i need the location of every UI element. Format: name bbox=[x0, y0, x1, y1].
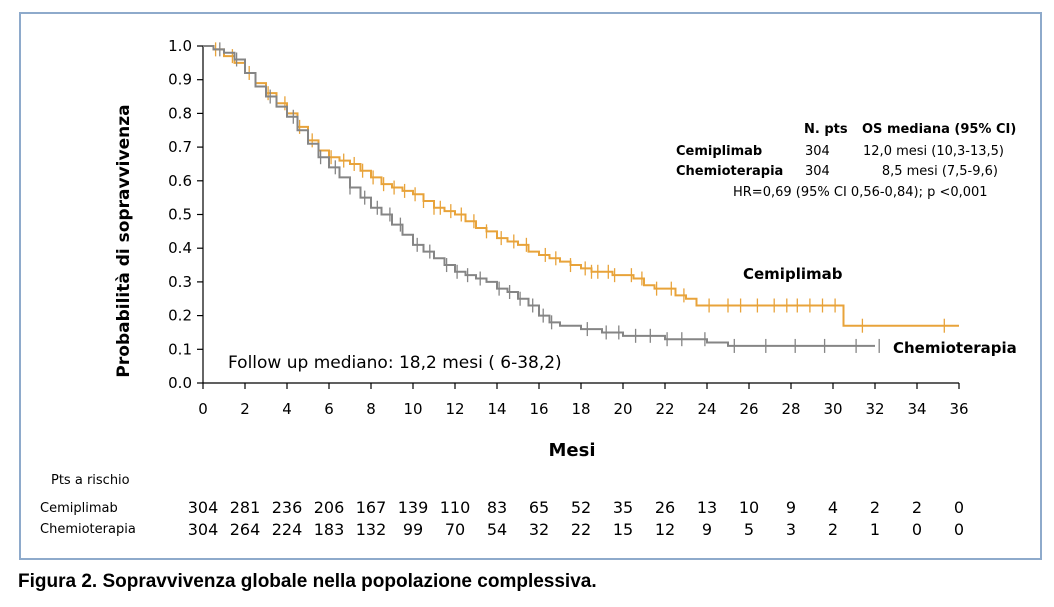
risk-value: 22 bbox=[571, 520, 591, 539]
risk-value: 304 bbox=[188, 498, 219, 517]
risk-value: 281 bbox=[230, 498, 261, 517]
risk-value: 206 bbox=[314, 498, 345, 517]
risk-value: 2 bbox=[828, 520, 838, 539]
risk-value: 9 bbox=[786, 498, 796, 517]
end-label-cemiplimab: Cemiplimab bbox=[743, 265, 843, 283]
risk-value: 35 bbox=[613, 498, 633, 517]
risk-value: 224 bbox=[272, 520, 303, 539]
risk-value: 5 bbox=[744, 520, 754, 539]
x-tick-label: 28 bbox=[781, 400, 800, 418]
risk-value: 54 bbox=[487, 520, 507, 539]
risk-value: 110 bbox=[440, 498, 471, 517]
y-tick-label: 0.2 bbox=[168, 307, 192, 325]
y-tick-label: 0.9 bbox=[168, 71, 192, 89]
y-tick-group: 0.0 0.1 0.2 0.3 0.4 0.5 0.6 0.7 0.8 0.9 1.0 bbox=[168, 37, 203, 392]
x-tick-label: 18 bbox=[571, 400, 590, 418]
risk-value: 236 bbox=[272, 498, 303, 517]
annotation-os-chemioterapia: 8,5 mesi (7,5-9,6) bbox=[882, 164, 998, 179]
y-tick-label: 0.8 bbox=[168, 104, 192, 122]
x-tick-label: 22 bbox=[655, 400, 674, 418]
x-axis: 0 2 4 6 8 10 12 14 16 18 20 22 24 26 28 30 32 34 36 bbox=[198, 382, 969, 418]
figure-frame bbox=[19, 12, 1042, 560]
risk-value: 264 bbox=[230, 520, 261, 539]
risk-value: 10 bbox=[739, 498, 759, 517]
risk-value: 0 bbox=[954, 498, 964, 517]
end-label-chemioterapia: Chemioterapia bbox=[893, 339, 1017, 357]
risk-value: 3 bbox=[786, 520, 796, 539]
annotation-arm-cemiplimab: Cemiplimab bbox=[676, 144, 762, 159]
risk-table-title: Pts a rischio bbox=[51, 473, 130, 488]
annotation-n-cemiplimab: 304 bbox=[805, 144, 830, 159]
annotation-n-chemioterapia: 304 bbox=[805, 164, 830, 179]
risk-value: 15 bbox=[613, 520, 633, 539]
risk-value: 2 bbox=[870, 498, 880, 517]
risk-value: 4 bbox=[828, 498, 838, 517]
x-tick-label: 20 bbox=[613, 400, 632, 418]
x-tick-label: 2 bbox=[240, 400, 250, 418]
risk-value: 139 bbox=[398, 498, 429, 517]
x-tick-label: 8 bbox=[366, 400, 376, 418]
y-tick-label: 0.5 bbox=[168, 206, 192, 224]
x-tick-label: 32 bbox=[865, 400, 884, 418]
risk-value: 65 bbox=[529, 498, 549, 517]
y-tick-label: 0.1 bbox=[168, 340, 192, 358]
risk-value: 9 bbox=[702, 520, 712, 539]
y-tick-label: 0.6 bbox=[168, 172, 192, 190]
x-tick-label: 12 bbox=[445, 400, 464, 418]
x-tick-label: 14 bbox=[487, 400, 506, 418]
y-tick-label: 0.7 bbox=[168, 138, 192, 156]
risk-value: 0 bbox=[954, 520, 964, 539]
x-tick-label: 10 bbox=[403, 400, 422, 418]
follow-up-note: Follow up mediano: 18,2 mesi ( 6-38,2) bbox=[228, 353, 562, 373]
risk-value: 2 bbox=[912, 498, 922, 517]
annotation-header-npts: N. pts bbox=[804, 122, 848, 137]
x-tick-label: 0 bbox=[198, 400, 208, 418]
risk-value: 1 bbox=[870, 520, 880, 539]
risk-value: 83 bbox=[487, 498, 507, 517]
risk-value: 70 bbox=[445, 520, 465, 539]
y-tick-label: 0.3 bbox=[168, 273, 192, 291]
annotation-hr: HR=0,69 (95% CI 0,56-0,84); p <0,001 bbox=[733, 185, 988, 200]
risk-value: 99 bbox=[403, 520, 423, 539]
series-layer bbox=[203, 42, 959, 353]
risk-value: 304 bbox=[188, 520, 219, 539]
x-tick-group: 0 2 4 6 8 10 12 14 16 18 20 22 24 26 28 30 32 34 36 bbox=[198, 383, 969, 418]
risk-value: 132 bbox=[356, 520, 387, 539]
y-axis: 0.0 0.1 0.2 0.3 0.4 0.5 0.6 0.7 0.8 0.9 1.0 bbox=[168, 37, 204, 392]
x-tick-label: 34 bbox=[907, 400, 926, 418]
risk-value: 12 bbox=[655, 520, 675, 539]
risk-row-label-cemiplimab: Cemiplimab bbox=[40, 501, 118, 516]
risk-values: 304 281 236 206 167 139 110 83 65 52 35 26 13 10 9 4 2 2 0… bbox=[188, 498, 964, 539]
y-tick-label: 0.4 bbox=[168, 239, 192, 257]
risk-value: 167 bbox=[356, 498, 387, 517]
x-tick-label: 24 bbox=[697, 400, 716, 418]
annotation-box: N. pts OS mediana (95% CI) Cemiplimab 30… bbox=[676, 122, 1016, 200]
annotation-os-cemiplimab: 12,0 mesi (10,3-13,5) bbox=[863, 144, 1004, 159]
km-curve-chemioterapia bbox=[203, 45, 875, 347]
risk-value: 32 bbox=[529, 520, 549, 539]
risk-value: 26 bbox=[655, 498, 675, 517]
risk-value: 52 bbox=[571, 498, 591, 517]
annotation-header-os: OS mediana (95% CI) bbox=[862, 122, 1016, 137]
risk-row-label-chemioterapia: Chemioterapia bbox=[40, 522, 136, 537]
y-axis-label: Probabilità di sopravvivenza bbox=[114, 104, 134, 377]
risk-value: 0 bbox=[912, 520, 922, 539]
x-tick-label: 4 bbox=[282, 400, 292, 418]
x-tick-label: 26 bbox=[739, 400, 758, 418]
figure-caption: Figura 2. Sopravvivenza globale nella po… bbox=[18, 571, 597, 592]
x-tick-label: 30 bbox=[823, 400, 842, 418]
x-tick-label: 6 bbox=[324, 400, 334, 418]
x-tick-label: 16 bbox=[529, 400, 548, 418]
x-tick-label: 36 bbox=[949, 400, 968, 418]
y-tick-label: 0.0 bbox=[168, 374, 192, 392]
risk-value: 183 bbox=[314, 520, 345, 539]
annotation-arm-chemioterapia: Chemioterapia bbox=[676, 164, 783, 179]
risk-value: 13 bbox=[697, 498, 717, 517]
x-axis-label: Mesi bbox=[548, 440, 595, 461]
y-tick-label: 1.0 bbox=[168, 37, 192, 55]
